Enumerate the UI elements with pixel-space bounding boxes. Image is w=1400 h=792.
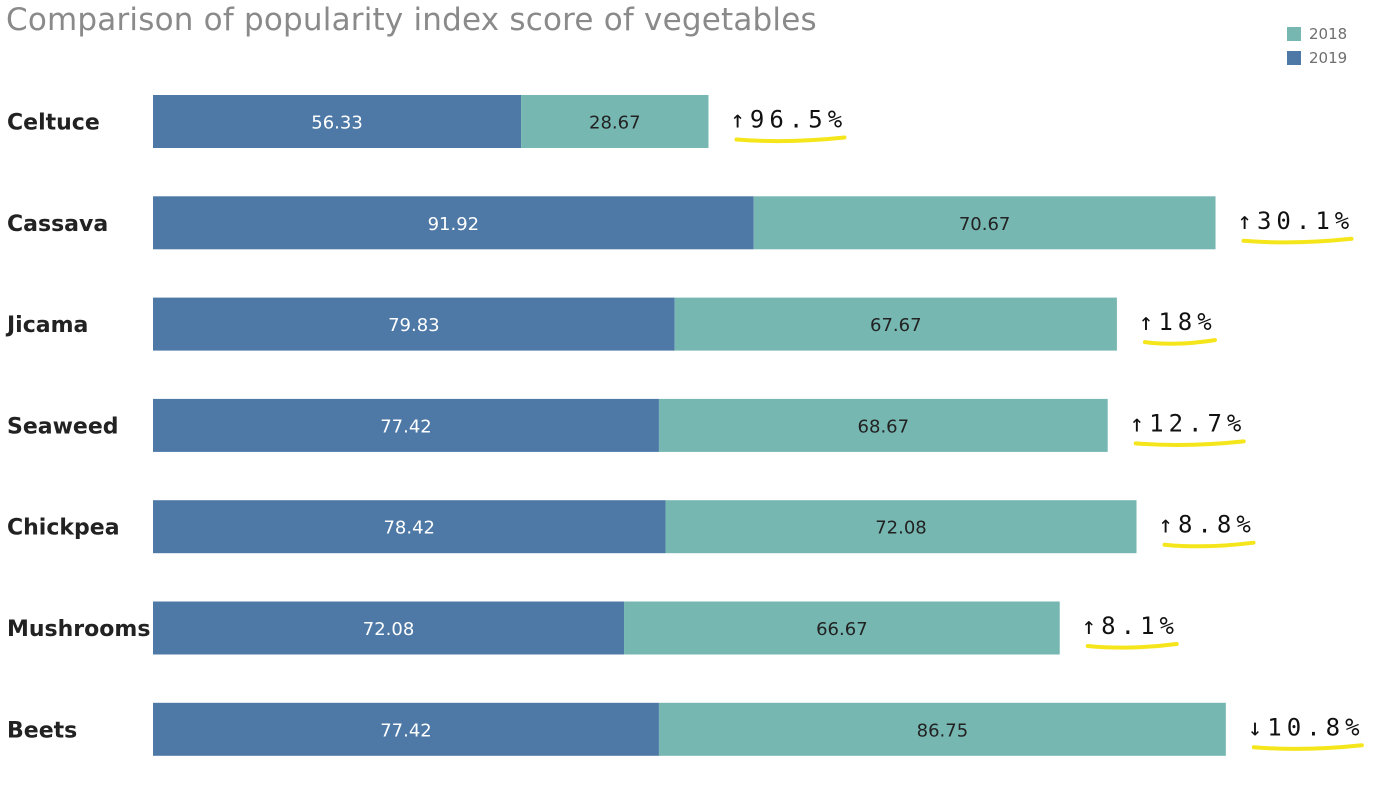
category-label-mushrooms: Mushrooms — [7, 617, 150, 642]
category-label-beets: Beets — [7, 718, 77, 743]
legend: 2018 2019 — [1287, 22, 1347, 70]
bar-label-2019-jicama: 79.83 — [388, 315, 440, 336]
bar-2019-seaweed — [153, 398, 659, 452]
bar-2019-chickpea — [153, 500, 666, 554]
category-label-seaweed: Seaweed — [7, 414, 119, 439]
legend-swatch-2018 — [1287, 27, 1301, 41]
bar-2019-jicama — [153, 297, 675, 351]
change-underline-beets — [1251, 743, 1364, 751]
change-label-celtuce: ↑96.5% — [730, 106, 847, 134]
bar-2018-jicama — [674, 297, 1117, 351]
legend-label-2019: 2019 — [1309, 49, 1348, 67]
bar-2018-cassava — [753, 196, 1216, 250]
bar-2018-beets — [658, 702, 1226, 756]
change-label-beets: ↓10.8% — [1248, 713, 1365, 741]
bar-label-2019-seaweed: 77.42 — [380, 416, 432, 437]
bar-label-2018-cassava: 70.67 — [959, 214, 1011, 235]
bar-label-2019-chickpea: 78.42 — [383, 518, 435, 539]
bar-label-2018-seaweed: 68.67 — [858, 416, 910, 437]
legend-item-2018: 2018 — [1287, 22, 1347, 46]
change-underline-chickpea — [1162, 540, 1256, 549]
change-underline-cassava — [1241, 236, 1354, 245]
category-label-celtuce: Celtuce — [7, 111, 100, 136]
change-underline-celtuce — [734, 135, 847, 144]
bar-label-2018-jicama: 67.67 — [870, 315, 922, 336]
bar-2019-celtuce — [153, 95, 522, 148]
chart-title: Comparison of popularity index score of … — [6, 2, 817, 38]
bar-label-2019-cassava: 91.92 — [428, 214, 480, 235]
legend-swatch-2019 — [1287, 51, 1301, 65]
change-label-mushrooms: ↑8.1% — [1082, 612, 1179, 640]
bar-2019-cassava — [153, 196, 754, 250]
category-label-cassava: Cassava — [7, 212, 108, 237]
legend-label-2018: 2018 — [1309, 25, 1348, 43]
bar-2018-chickpea — [665, 500, 1137, 554]
change-underline-jicama — [1142, 338, 1217, 346]
bar-2019-mushrooms — [153, 601, 625, 655]
change-label-cassava: ↑30.1% — [1238, 207, 1355, 235]
bar-2018-seaweed — [658, 398, 1108, 452]
change-label-jicama: ↑18% — [1139, 308, 1217, 336]
bar-2018-celtuce — [521, 95, 709, 148]
legend-item-2019: 2019 — [1287, 46, 1347, 70]
bar-label-2018-celtuce: 28.67 — [589, 113, 641, 134]
bar-label-2018-mushrooms: 66.67 — [816, 619, 868, 640]
bar-label-2018-chickpea: 72.08 — [875, 518, 927, 539]
change-label-seaweed: ↑12.7% — [1130, 409, 1247, 437]
bar-label-2018-beets: 86.75 — [917, 720, 969, 741]
change-underline-mushrooms — [1085, 642, 1179, 650]
change-label-chickpea: ↑8.8% — [1159, 511, 1256, 539]
bar-2019-beets — [153, 702, 659, 756]
category-label-chickpea: Chickpea — [7, 516, 120, 541]
bar-label-2019-mushrooms: 72.08 — [363, 619, 415, 640]
category-label-jicama: Jicama — [5, 313, 88, 338]
bar-2018-mushrooms — [624, 601, 1060, 655]
bar-label-2019-celtuce: 56.33 — [311, 113, 363, 134]
bar-label-2019-beets: 77.42 — [380, 720, 432, 741]
change-underline-seaweed — [1133, 439, 1246, 447]
